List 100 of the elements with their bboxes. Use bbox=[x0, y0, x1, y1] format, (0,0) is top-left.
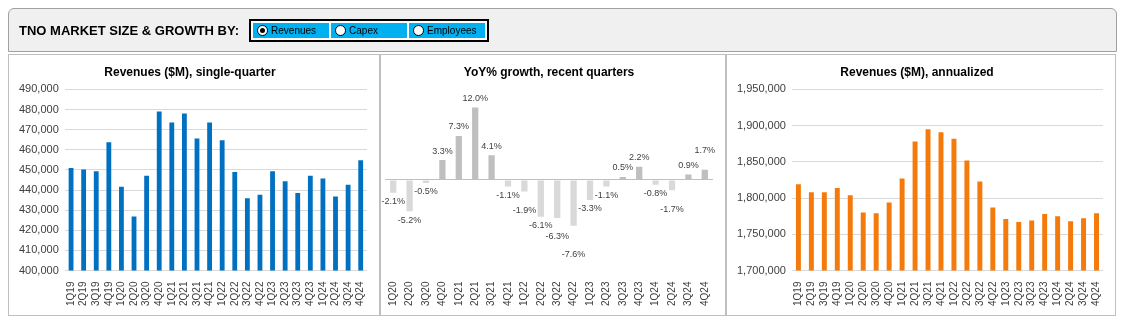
y-tick-label: 490,000 bbox=[19, 82, 59, 95]
data-label: 0.5% bbox=[612, 162, 634, 173]
x-tick-label: 1Q19 bbox=[792, 281, 804, 307]
data-label: -1.9% bbox=[512, 204, 537, 215]
bar bbox=[390, 180, 397, 193]
y-tick-label: 480,000 bbox=[19, 102, 59, 115]
x-tick-label: 2Q21 bbox=[908, 281, 920, 307]
data-label: -1.1% bbox=[496, 190, 520, 201]
data-label: 4.1% bbox=[481, 140, 502, 151]
x-tick-label: 4Q21 bbox=[501, 281, 513, 307]
x-tick-label: 3Q19 bbox=[818, 281, 830, 307]
x-tick-label: 3Q20 bbox=[869, 281, 881, 307]
x-tick-label: 3Q24 bbox=[341, 281, 353, 307]
data-label: -6.1% bbox=[529, 220, 553, 231]
x-tick-label: 2Q24 bbox=[1064, 281, 1076, 307]
x-tick-label: 1Q24 bbox=[1051, 281, 1063, 307]
data-label: -0.5% bbox=[414, 186, 438, 197]
x-tick-label: 1Q23 bbox=[583, 281, 595, 307]
y-tick-label: 450,000 bbox=[19, 162, 59, 175]
data-label: 12.0% bbox=[462, 93, 488, 103]
x-tick-label: 3Q23 bbox=[616, 281, 628, 307]
x-tick-label: 4Q20 bbox=[882, 281, 894, 307]
bar bbox=[570, 180, 577, 226]
x-tick-label: 3Q21 bbox=[190, 281, 202, 307]
x-tick-label: 4Q22 bbox=[253, 281, 265, 307]
x-tick-label: 1Q23 bbox=[999, 281, 1011, 307]
y-tick-label: 1,950,000 bbox=[737, 82, 786, 95]
x-tick-label: 4Q24 bbox=[1090, 281, 1102, 307]
x-tick-label: 2Q23 bbox=[1012, 281, 1024, 307]
data-label: -6.3% bbox=[545, 231, 569, 242]
x-tick-label: 3Q24 bbox=[1077, 281, 1089, 307]
bar bbox=[504, 180, 512, 187]
x-tick-label: 2Q19 bbox=[77, 281, 89, 307]
x-tick-label: 3Q20 bbox=[140, 281, 152, 307]
x-tick-label: 3Q23 bbox=[1025, 281, 1037, 307]
y-tick-label: 470,000 bbox=[19, 122, 59, 135]
y-tick-label: 1,800,000 bbox=[737, 191, 786, 204]
text: TNO MARKET SIZE & GROWTH BY: bbox=[19, 22, 240, 38]
bar bbox=[652, 180, 659, 185]
text: Employees bbox=[427, 24, 477, 36]
x-tick-label: 3Q22 bbox=[973, 281, 985, 307]
x-tick-label: 3Q22 bbox=[550, 281, 562, 307]
x-tick-label: 1Q20 bbox=[115, 281, 127, 307]
x-tick-label: 4Q21 bbox=[203, 281, 215, 307]
bar bbox=[537, 180, 544, 217]
chart-title: Revenues ($M), annualized bbox=[840, 64, 994, 79]
data-label: -0.8% bbox=[643, 188, 668, 199]
x-tick-label: 1Q22 bbox=[215, 281, 227, 307]
x-tick-label: 3Q19 bbox=[90, 281, 101, 307]
x-tick-label: 1Q21 bbox=[165, 281, 177, 307]
data-label: -7.6% bbox=[561, 249, 586, 260]
y-tick-label: 1,850,000 bbox=[737, 154, 786, 167]
data-label: -1.7% bbox=[660, 203, 684, 214]
bar bbox=[554, 180, 561, 219]
x-tick-label: 3Q24 bbox=[682, 281, 694, 307]
x-tick-label: 1Q21 bbox=[895, 281, 907, 307]
y-tick-label: 400,000 bbox=[19, 263, 59, 276]
y-tick-label: 1,700,000 bbox=[737, 263, 786, 276]
x-tick-label: 4Q21 bbox=[934, 281, 946, 307]
x-tick-label: 4Q23 bbox=[304, 281, 316, 307]
bar bbox=[422, 180, 430, 183]
x-tick-label: 4Q23 bbox=[1038, 281, 1050, 307]
x-tick-label: 2Q23 bbox=[278, 281, 290, 307]
x-tick-label: 2Q21 bbox=[468, 281, 480, 307]
chart-title: YoY% growth, recent quarters bbox=[463, 64, 635, 79]
x-tick-label: 1Q24 bbox=[649, 281, 661, 307]
x-tick-label: 2Q20 bbox=[403, 281, 415, 307]
x-tick-label: 2Q23 bbox=[600, 281, 612, 307]
text: Capex bbox=[349, 24, 378, 36]
x-tick-label: 2Q24 bbox=[665, 281, 677, 307]
x-tick-label: 3Q23 bbox=[291, 281, 303, 307]
x-tick-label: 2Q22 bbox=[228, 281, 240, 307]
bar bbox=[521, 180, 528, 192]
x-tick-label: 1Q20 bbox=[844, 281, 856, 307]
y-tick-label: 1,750,000 bbox=[737, 227, 786, 240]
x-tick-label: 4Q19 bbox=[831, 281, 843, 307]
x-tick-label: 3Q20 bbox=[419, 281, 431, 307]
x-tick-label: 4Q24 bbox=[698, 281, 710, 307]
x-tick-label: 4Q22 bbox=[567, 281, 579, 307]
x-tick-label: 4Q24 bbox=[354, 281, 366, 307]
x-tick-label: 1Q19 bbox=[64, 281, 76, 307]
data-label: -5.2% bbox=[397, 214, 422, 225]
data-label: 1.7% bbox=[694, 145, 716, 156]
x-tick-label: 3Q21 bbox=[485, 281, 497, 307]
x-tick-label: 1Q23 bbox=[266, 281, 278, 307]
x-tick-label: 1Q24 bbox=[316, 281, 328, 307]
x-tick-label: 1Q21 bbox=[452, 281, 464, 307]
data-label: -1.1% bbox=[594, 190, 619, 201]
text: Revenues bbox=[271, 24, 317, 36]
data-label: 0.9% bbox=[678, 160, 699, 171]
x-tick-label: 4Q20 bbox=[436, 281, 448, 307]
data-label: -3.3% bbox=[578, 203, 602, 214]
data-label: 2.2% bbox=[628, 152, 650, 163]
bar bbox=[603, 180, 610, 187]
x-tick-label: 2Q22 bbox=[960, 281, 972, 307]
data-label: -2.1% bbox=[381, 196, 405, 207]
y-tick-label: 420,000 bbox=[19, 223, 59, 236]
y-tick-label: 460,000 bbox=[19, 142, 59, 155]
x-tick-label: 4Q20 bbox=[152, 281, 164, 307]
data-label: 3.3% bbox=[432, 145, 453, 156]
